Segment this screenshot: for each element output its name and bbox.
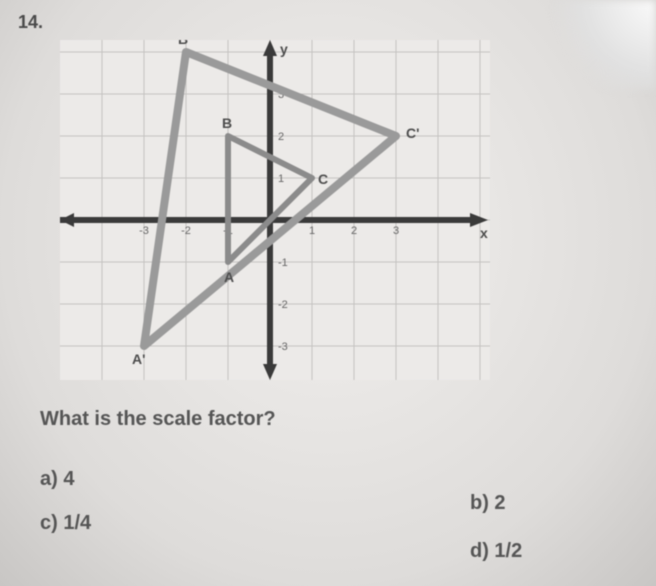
svg-text:1: 1 xyxy=(309,225,315,237)
svg-text:2: 2 xyxy=(278,131,284,143)
question-number: 14. xyxy=(18,12,43,33)
svg-text:2: 2 xyxy=(351,225,357,237)
dilation-diagram: -3-2-1123-3-2-1123xyBACB'A'C' xyxy=(60,40,490,380)
svg-text:B': B' xyxy=(178,40,191,47)
svg-text:-2: -2 xyxy=(181,225,191,237)
svg-text:C: C xyxy=(318,171,328,187)
svg-text:y: y xyxy=(280,41,288,57)
answer-choice-a[interactable]: a) 4 xyxy=(40,468,74,491)
answer-choice-c[interactable]: c) 1/4 xyxy=(40,512,91,535)
svg-text:A: A xyxy=(224,269,234,285)
svg-text:-1: -1 xyxy=(278,257,288,269)
svg-text:A': A' xyxy=(132,351,145,367)
svg-text:B: B xyxy=(222,115,232,131)
svg-text:C': C' xyxy=(406,125,419,141)
page-curl xyxy=(536,0,656,90)
question-prompt: What is the scale factor? xyxy=(40,408,276,431)
answer-choice-b[interactable]: b) 2 xyxy=(470,492,506,515)
svg-text:-3: -3 xyxy=(139,225,149,237)
svg-text:-3: -3 xyxy=(278,341,288,353)
diagram-svg: -3-2-1123-3-2-1123xyBACB'A'C' xyxy=(60,40,490,380)
svg-text:-2: -2 xyxy=(278,299,288,311)
svg-text:1: 1 xyxy=(278,173,284,185)
svg-text:x: x xyxy=(480,225,488,241)
answer-choice-d[interactable]: d) 1/2 xyxy=(470,540,522,563)
svg-text:3: 3 xyxy=(393,225,399,237)
